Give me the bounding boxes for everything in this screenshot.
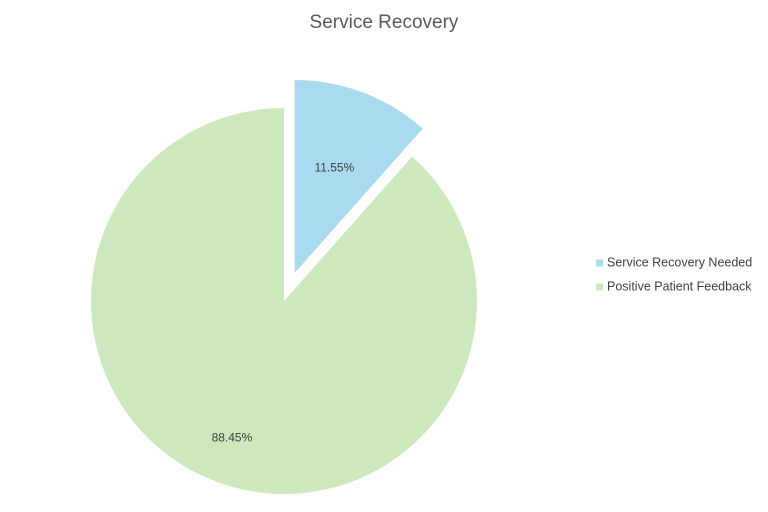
data-label: 88.45%	[212, 430, 253, 444]
legend-label: Positive Patient Feedback	[607, 279, 752, 293]
chart-title: Service Recovery	[310, 12, 459, 33]
legend-swatch	[596, 283, 603, 291]
pie-slice	[294, 79, 423, 273]
legend-label: Service Recovery Needed	[607, 255, 752, 269]
legend-swatch	[596, 259, 603, 267]
data-label: 11.55%	[314, 160, 354, 174]
pie-slice	[90, 108, 477, 495]
